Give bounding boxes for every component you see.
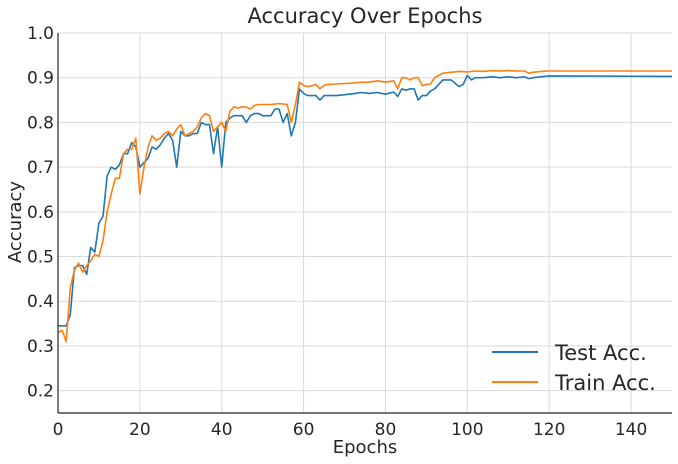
y-axis-label: Accuracy: [5, 181, 26, 264]
legend-label: Train Acc.: [554, 371, 656, 395]
y-tick-label: 0.9: [27, 69, 54, 89]
chart-title: Accuracy Over Epochs: [248, 4, 483, 28]
x-tick-label: 120: [533, 420, 565, 440]
x-tick-label: 0: [53, 420, 64, 440]
x-tick-label: 40: [211, 420, 233, 440]
x-tick-label: 140: [615, 420, 647, 440]
x-tick-label: 80: [375, 420, 397, 440]
plot-series: [57, 69, 673, 343]
tick-labels: 0 20 40 60 80 100 120 140 0.2 0.3 0.4 0.5 0.6 0.7 0.8 0…: [27, 24, 647, 440]
legend-label: Test Acc.: [554, 341, 647, 365]
x-tick-label: 60: [293, 420, 315, 440]
y-tick-label: 0.2: [27, 382, 54, 402]
y-tick-label: 1.0: [27, 24, 54, 44]
grid-lines: [57, 32, 672, 413]
y-tick-label: 0.5: [27, 248, 54, 268]
y-tick-label: 0.6: [27, 203, 54, 223]
axes: [57, 33, 672, 414]
x-axis-label: Epochs: [333, 437, 398, 458]
y-tick-label: 0.3: [27, 337, 54, 357]
series-line-test-acc: [58, 74, 673, 327]
y-tick-label: 0.4: [27, 292, 54, 312]
series-line-train-acc: [57, 69, 672, 343]
legend: Test Acc. Train Acc.: [492, 341, 656, 395]
y-tick-label: 0.8: [27, 113, 54, 133]
x-tick-label: 100: [451, 420, 483, 440]
x-tick-label: 20: [129, 420, 151, 440]
y-tick-label: 0.7: [27, 158, 54, 178]
